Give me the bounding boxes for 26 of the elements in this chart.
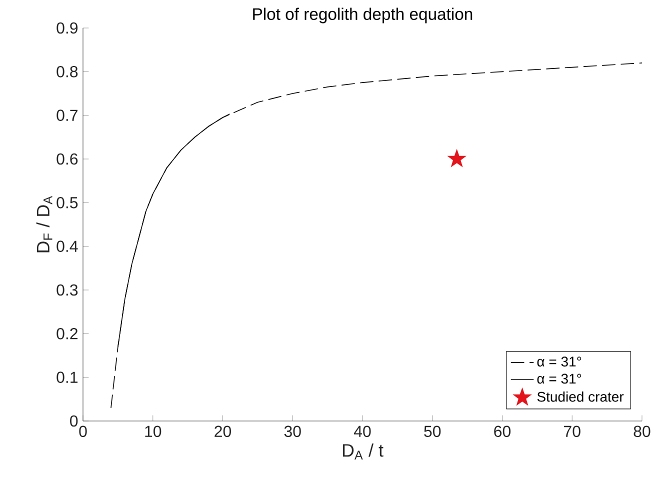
x-tick-label: 20 — [214, 426, 232, 438]
chart-title: Plot of regolith depth equation — [253, 8, 472, 24]
legend-label: α = 31° — [537, 356, 582, 367]
y-tick-label: 0.9 — [56, 22, 78, 34]
x-tick-label: 50 — [424, 426, 441, 438]
y-tick-label: 0.6 — [56, 153, 78, 165]
x-tick-label: 40 — [354, 426, 371, 438]
x-tick-label: 0 — [79, 426, 87, 438]
y-axis-title: D$_{F}$ / D$_{A}$ — [36, 196, 52, 252]
y-tick-label: 0.7 — [56, 110, 78, 121]
line-series — [118, 114, 230, 348]
x-axis-title: D$_{A}$ / t — [342, 444, 384, 460]
x-tick-label: 60 — [494, 426, 511, 438]
x-tick-label: 70 — [564, 426, 580, 438]
y-tick-label: 0.2 — [56, 328, 78, 340]
legend-label: Studied crater — [537, 391, 624, 402]
y-tick-label: 0.1 — [56, 372, 78, 383]
x-tick-label: 30 — [284, 426, 301, 438]
y-tick-label: 0.3 — [56, 284, 78, 296]
legend-label: α = 31° — [537, 374, 582, 384]
y-tick-label: 0.5 — [56, 197, 78, 208]
x-tick-label: 80 — [634, 426, 650, 438]
y-tick-label: 0.4 — [56, 240, 78, 252]
x-tick-label: 10 — [145, 426, 162, 438]
y-tick-label: 0 — [70, 415, 78, 427]
y-tick-label: 0.8 — [56, 66, 78, 78]
